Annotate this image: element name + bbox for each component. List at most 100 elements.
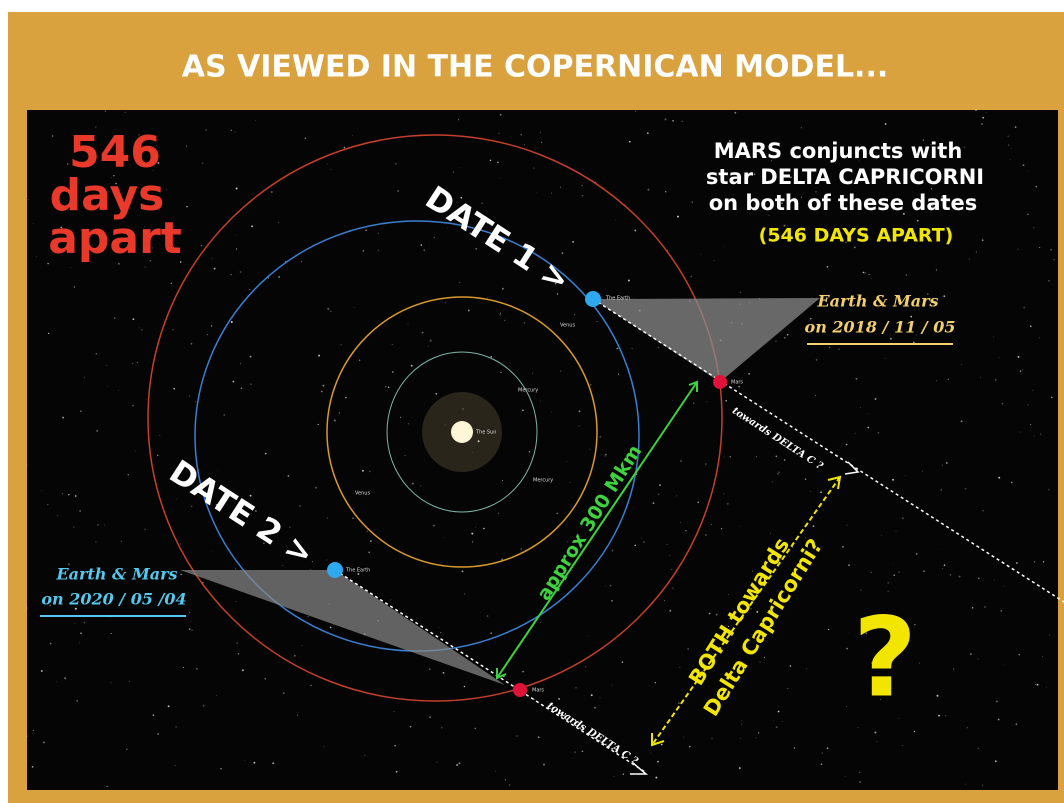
star	[1023, 307, 1025, 309]
star	[810, 491, 811, 492]
star	[937, 695, 939, 697]
star	[1027, 171, 1028, 172]
star	[691, 276, 693, 278]
star	[444, 537, 445, 538]
star	[520, 134, 521, 135]
star	[475, 527, 476, 528]
star	[472, 541, 473, 542]
star	[500, 313, 501, 314]
star	[687, 648, 689, 650]
star	[191, 629, 193, 631]
star	[126, 749, 127, 750]
star	[574, 751, 576, 753]
star	[405, 455, 406, 456]
star	[650, 753, 651, 754]
star	[107, 386, 108, 387]
star	[168, 705, 170, 707]
star	[483, 528, 485, 530]
star	[105, 110, 106, 111]
star	[365, 230, 366, 231]
star	[868, 413, 869, 414]
star	[251, 225, 253, 227]
conjunction-note: star DELTA CAPRICORNI	[706, 165, 984, 189]
star	[964, 147, 965, 148]
star	[723, 493, 724, 494]
star	[1008, 136, 1009, 137]
star	[615, 219, 616, 220]
star	[953, 668, 954, 669]
star	[490, 356, 492, 358]
star	[863, 272, 864, 273]
star	[676, 495, 677, 496]
star	[282, 565, 283, 566]
star	[176, 726, 177, 727]
star	[283, 692, 285, 694]
star	[881, 535, 882, 536]
star	[111, 633, 112, 634]
star	[965, 784, 966, 785]
days-note: apart	[48, 213, 182, 264]
star	[772, 481, 773, 482]
star	[129, 681, 130, 682]
star	[678, 702, 680, 704]
star	[871, 572, 872, 573]
star	[1053, 259, 1054, 260]
star	[845, 776, 846, 777]
star	[440, 632, 441, 633]
star	[864, 272, 866, 274]
star	[773, 720, 774, 721]
star	[242, 669, 244, 671]
star	[815, 395, 816, 396]
star	[1036, 186, 1037, 187]
star	[272, 762, 274, 764]
star	[529, 451, 530, 452]
star	[860, 407, 861, 408]
star	[96, 430, 98, 432]
star	[996, 700, 998, 702]
star	[1048, 280, 1050, 282]
star	[846, 525, 847, 526]
star	[393, 711, 394, 712]
star	[936, 380, 937, 381]
star	[84, 622, 85, 623]
star	[378, 233, 379, 234]
star	[327, 308, 329, 310]
star	[459, 167, 460, 168]
star	[680, 667, 681, 668]
star	[916, 553, 918, 555]
star	[1051, 397, 1053, 399]
star	[623, 773, 624, 774]
star	[618, 374, 619, 375]
star	[395, 163, 396, 164]
star	[842, 546, 844, 548]
star	[32, 766, 34, 768]
star	[288, 475, 290, 477]
star	[938, 715, 940, 717]
star	[828, 629, 829, 630]
star	[27, 736, 28, 737]
star	[566, 461, 567, 462]
star	[1027, 214, 1028, 215]
star	[339, 412, 341, 414]
star	[487, 615, 489, 617]
star	[659, 484, 661, 486]
star	[1046, 687, 1047, 688]
star	[370, 540, 372, 542]
star	[265, 453, 267, 455]
star	[238, 653, 240, 655]
star	[464, 686, 465, 687]
star	[500, 114, 502, 116]
star	[667, 544, 668, 545]
star	[27, 608, 28, 609]
star	[725, 400, 727, 402]
star	[1017, 249, 1018, 250]
star	[392, 344, 393, 345]
star	[560, 370, 561, 371]
star	[1030, 325, 1032, 327]
star	[74, 286, 76, 288]
star	[709, 613, 711, 615]
star	[680, 460, 681, 461]
star	[1001, 610, 1002, 611]
star	[655, 682, 657, 684]
star	[79, 642, 80, 643]
